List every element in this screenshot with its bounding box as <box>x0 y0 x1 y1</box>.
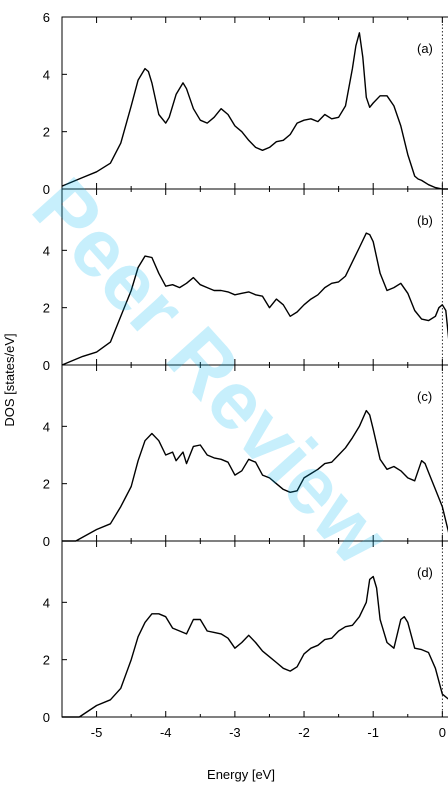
y-tick-label: 6 <box>43 10 50 25</box>
dos-curve <box>61 232 448 366</box>
x-axis: -5 -4 -3 -2 -1 0 <box>91 725 446 740</box>
y-tick-label: 2 <box>43 653 50 668</box>
x-tick-label: -5 <box>91 725 103 740</box>
y-tick-label: 2 <box>43 301 50 316</box>
x-tick-label: -1 <box>367 725 379 740</box>
panel-label: (c) <box>417 389 432 404</box>
panel-frame <box>61 16 448 190</box>
y-axis-title: DOS [states/eV] <box>2 333 17 426</box>
y-tick-label: 0 <box>43 534 50 549</box>
x-tick-label: -3 <box>229 725 241 740</box>
y-tick-label: 4 <box>43 595 50 610</box>
panel-frame <box>61 540 448 718</box>
panel-label: (b) <box>417 213 433 228</box>
y-tick-label: 4 <box>43 67 50 82</box>
panel-b: 0 2 4 (b) <box>43 188 448 373</box>
y-tick-label: 0 <box>43 710 50 725</box>
panel-frame <box>61 188 448 366</box>
dos-curve <box>61 32 448 190</box>
y-tick-label: 4 <box>43 243 50 258</box>
panel-label: (d) <box>417 565 433 580</box>
x-tick-label: -4 <box>160 725 172 740</box>
panel-c: 0 2 4 (c) <box>43 364 448 549</box>
y-tick-label: 4 <box>43 419 50 434</box>
dos-curve <box>62 409 448 542</box>
y-tick-label: 0 <box>43 358 50 373</box>
panel-frame <box>61 364 448 542</box>
x-tick-label: -2 <box>298 725 310 740</box>
dos-panels: 0 2 4 6 (a) 0 2 4 (b) 0 2 4 (c) 0 2 4 (d) <box>43 10 448 725</box>
y-tick-label: 2 <box>43 477 50 492</box>
x-axis-title: Energy [eV] <box>207 767 275 782</box>
panel-label: (a) <box>417 41 433 56</box>
panel-d: 0 2 4 (d) <box>43 540 448 725</box>
y-tick-label: 0 <box>43 182 50 197</box>
panel-a: 0 2 4 6 (a) <box>43 10 448 197</box>
x-tick-label: 0 <box>439 725 446 740</box>
dos-curve <box>62 575 448 718</box>
y-tick-label: 2 <box>43 125 50 140</box>
